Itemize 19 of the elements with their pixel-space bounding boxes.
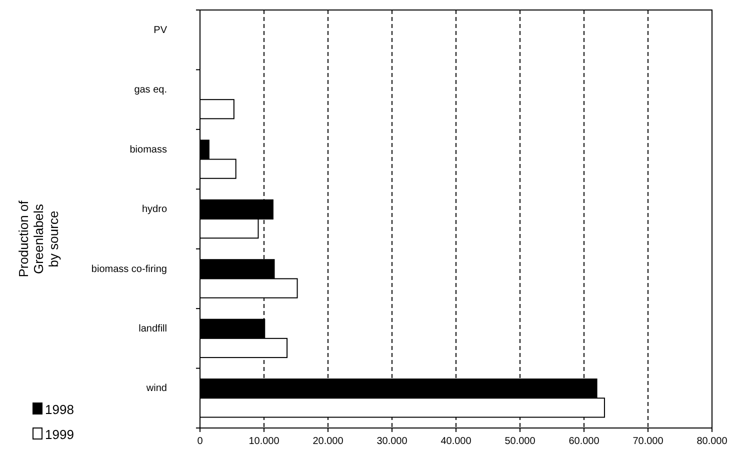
x-tick-label: 30.000 [376,436,408,447]
y-tick-label: gas eq. [134,84,167,96]
x-tick-label: 0 [197,436,204,447]
x-tick-label: 40.000 [440,436,472,447]
y-tick-label: wind [145,383,167,394]
x-tick-label: 20.000 [312,436,344,447]
x-tick-label: 70.000 [632,436,664,447]
y-tick-label: landfill [138,324,167,335]
legend-label: 1999 [45,427,74,442]
y-tick-label: biomass [130,144,167,156]
x-tick-label: 60.000 [568,436,600,447]
y-tick-label: biomass co-firing [91,264,167,275]
legend-label: 1998 [45,402,74,417]
x-tick-label: 50.000 [504,436,536,447]
y-tick-label: hydro [142,204,168,216]
x-tick-label: 80.000 [696,436,728,447]
y-tick-label: PV [154,24,168,36]
x-tick-label: 10.000 [248,436,280,447]
y-axis-title: Production of Greenlabels by source [16,200,61,278]
